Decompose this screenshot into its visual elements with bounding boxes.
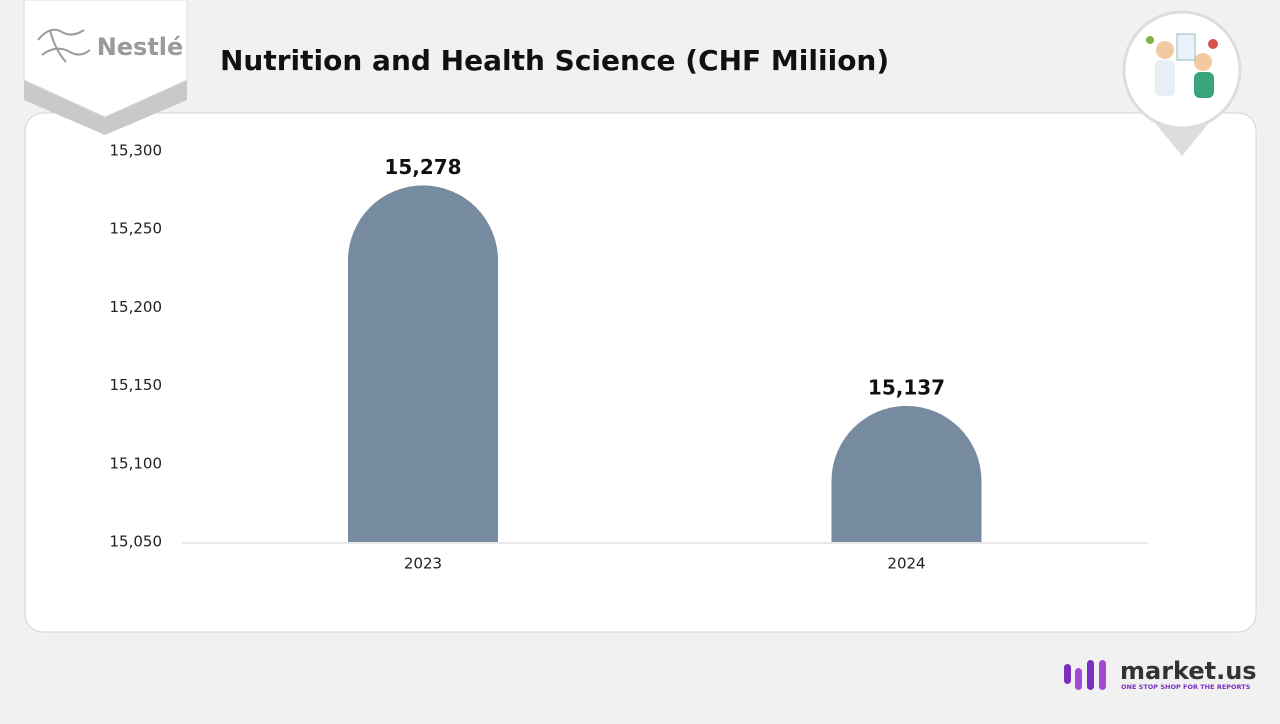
- x-tick-label: 2024: [887, 555, 925, 573]
- footer-logo-mark: [1064, 660, 1106, 690]
- footer-tagline: ONE STOP SHOP FOR THE REPORTS: [1121, 683, 1251, 691]
- y-tick-label: 15,150: [110, 376, 163, 394]
- value-label: 15,278: [384, 155, 461, 179]
- bar: [831, 405, 982, 542]
- footer-logo: market.us: [1120, 657, 1257, 685]
- bar: [348, 185, 498, 542]
- illustration-pin: [1122, 10, 1242, 156]
- chart-panel: [24, 112, 1257, 633]
- company-logo: Nestlé: [97, 33, 184, 61]
- logo-icon: [37, 28, 91, 63]
- x-tick-label: 2023: [404, 555, 442, 573]
- value-label: 15,137: [868, 375, 945, 399]
- y-tick-label: 15,050: [110, 533, 163, 551]
- y-tick-label: 15,200: [110, 298, 163, 316]
- y-tick-label: 15,300: [110, 142, 163, 160]
- y-tick-label: 15,100: [110, 454, 163, 472]
- chart-title: Nutrition and Health Science (CHF Miliio…: [220, 44, 889, 77]
- logo-badge: [23, 0, 188, 118]
- y-tick-label: 15,250: [110, 220, 163, 238]
